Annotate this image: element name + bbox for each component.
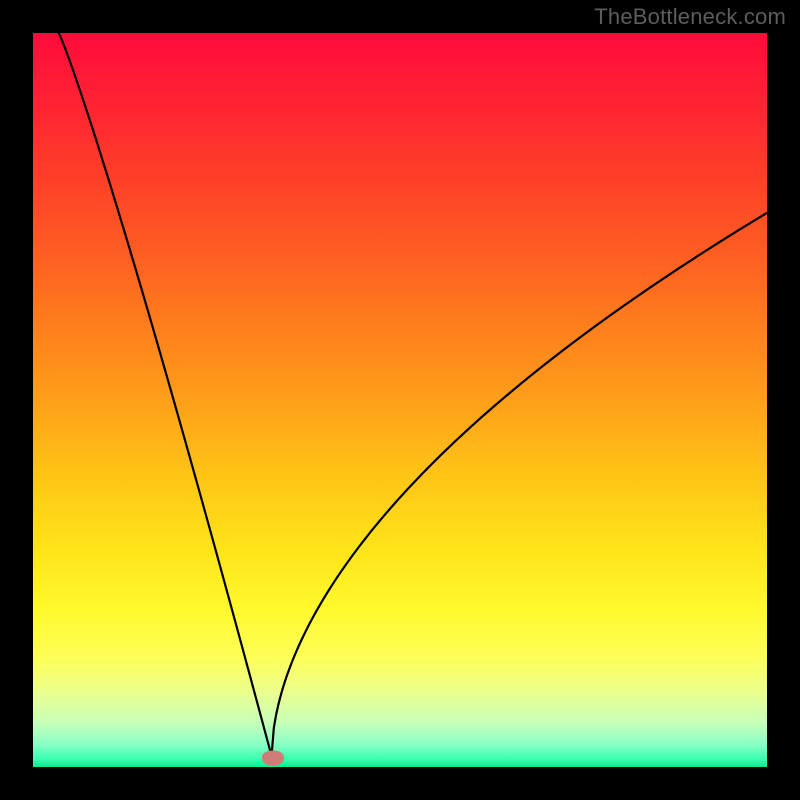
optimum-marker	[262, 751, 284, 766]
watermark-text: TheBottleneck.com	[594, 4, 786, 30]
curve-path	[59, 33, 767, 756]
plot-area	[33, 33, 767, 767]
bottleneck-curve	[33, 33, 767, 767]
